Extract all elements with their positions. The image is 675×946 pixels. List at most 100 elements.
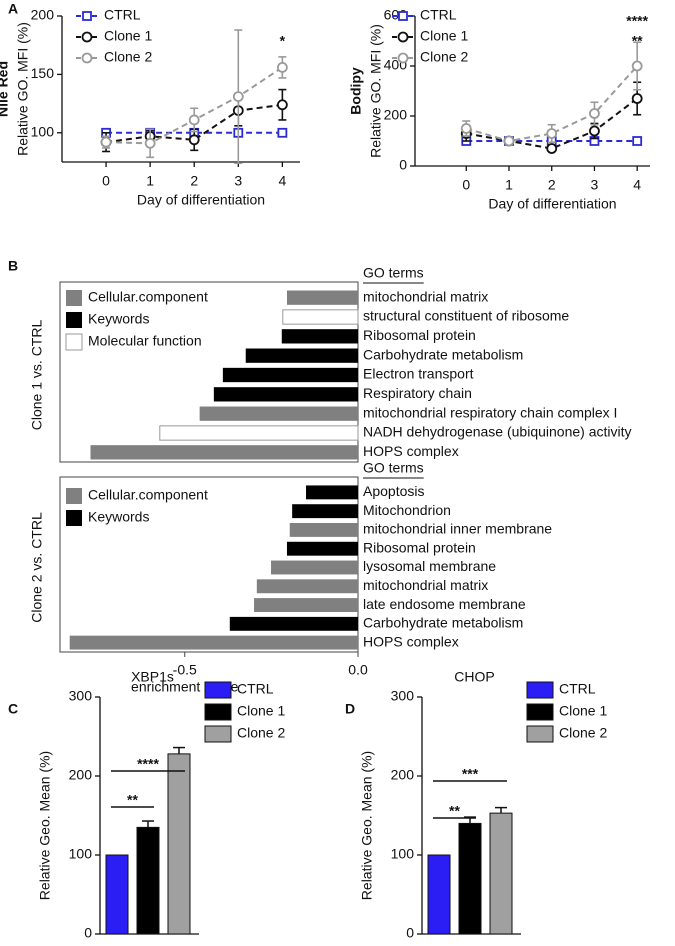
x-tick-label: 0	[462, 177, 470, 193]
legend-marker	[397, 31, 409, 43]
bar	[213, 387, 358, 402]
significance: **	[449, 803, 460, 819]
error-bar	[173, 746, 185, 754]
x-tick-label: 2	[190, 173, 198, 189]
bar	[286, 290, 358, 305]
x-tick-label: 0	[102, 173, 110, 189]
panel-letter: A	[8, 1, 18, 17]
category-label: Apoptosis	[363, 483, 424, 499]
y-tick-label: 0	[399, 157, 407, 173]
legend-label: Clone 1	[559, 703, 607, 719]
legend-swatch	[526, 703, 554, 721]
side-label: Bodipy	[348, 67, 364, 115]
x-tick-label: 1	[505, 177, 513, 193]
y-tick-label: 300	[391, 688, 415, 704]
y-axis-label: Relative GO. MFI (%)	[15, 22, 31, 156]
legend-label: CTRL	[104, 7, 141, 23]
chart-title: XBP1s	[131, 669, 174, 685]
x-tick-label: 2	[548, 177, 556, 193]
category-label: Mitochondrion	[363, 502, 451, 518]
bar	[292, 504, 358, 519]
bar	[245, 348, 358, 363]
category-label: HOPS complex	[363, 443, 459, 459]
bar	[286, 541, 358, 556]
significance: ****	[137, 756, 159, 772]
panel-letter: C	[8, 701, 18, 717]
x-tick-label: 3	[591, 177, 599, 193]
bar	[289, 522, 358, 537]
y-tick-label: 200	[31, 7, 55, 23]
y-tick-label: 0	[406, 925, 414, 941]
y-tick-label: 100	[69, 846, 93, 862]
legend-swatch	[526, 681, 554, 699]
category-label: mitochondrial matrix	[363, 577, 488, 593]
marker	[232, 91, 244, 102]
category-label: structural constituent of ribosome	[363, 308, 569, 324]
y-tick-label: 100	[31, 124, 55, 140]
y-axis-label: Clone 2 vs. CTRL	[29, 512, 45, 623]
legend-marker	[82, 11, 92, 21]
bar	[167, 753, 191, 935]
category-label: mitochondrial inner membrane	[363, 521, 552, 537]
bar	[229, 616, 358, 631]
panel-letter: B	[8, 258, 18, 274]
marker	[503, 135, 515, 147]
y-axis-label: Relative Geo. Mean (%)	[359, 751, 375, 900]
legend-marker	[81, 52, 93, 64]
significance: **	[127, 792, 138, 808]
legend-label: Clone 1	[420, 28, 468, 44]
bar	[306, 485, 358, 500]
category-label: Ribosomal protein	[363, 327, 476, 343]
x-axis-label: Day of differentiation	[488, 196, 616, 212]
legend-label: Clone 2	[104, 49, 152, 65]
x-tick-label: 4	[633, 177, 641, 193]
marker	[188, 134, 200, 146]
x-tick-label: 4	[278, 173, 286, 189]
error-bar	[495, 806, 507, 814]
marker	[589, 108, 600, 119]
bar	[222, 367, 358, 383]
y-tick-label: 200	[384, 107, 408, 123]
y-tick-label: 100	[391, 846, 415, 862]
y-tick-label: 300	[69, 688, 93, 704]
y-tick-label: 200	[391, 767, 415, 783]
category-label: Respiratory chain	[363, 385, 472, 401]
bar	[256, 579, 358, 594]
x-tick-label: 3	[234, 173, 242, 189]
marker	[144, 137, 156, 149]
series-line	[466, 97, 638, 150]
significance: ****	[626, 13, 648, 29]
bar	[271, 560, 358, 575]
legend-label: Clone 1	[104, 28, 152, 44]
legend-swatch	[66, 290, 82, 306]
bar	[136, 826, 160, 935]
bar	[159, 425, 359, 441]
bar	[458, 822, 482, 935]
legend-swatch	[204, 703, 232, 721]
marker	[546, 128, 558, 139]
column-header: GO terms	[363, 265, 424, 281]
x-axis-label: Day of differentiation	[137, 192, 265, 208]
legend-label: Clone 2	[420, 49, 468, 65]
category-label: Carbohydrate metabolism	[363, 615, 523, 631]
legend-label: Clone 1	[237, 703, 285, 719]
legend-label: Clone 2	[559, 725, 607, 741]
legend-swatch	[204, 725, 232, 743]
significance: **	[632, 33, 643, 49]
legend-marker	[398, 11, 408, 21]
significance: ***	[462, 766, 479, 782]
legend-label: Cellular.component	[88, 289, 208, 305]
y-axis-label: Relative GO. MFI (%)	[368, 24, 384, 158]
error-bar	[142, 820, 154, 828]
marker	[632, 136, 643, 146]
marker	[631, 60, 643, 72]
category-label: mitochondrial matrix	[363, 288, 488, 304]
bar	[427, 854, 451, 935]
marker	[546, 143, 558, 154]
chart-title: CHOP	[454, 669, 494, 685]
legend-label: CTRL	[420, 7, 457, 23]
legend-swatch	[65, 333, 83, 351]
y-axis-label: Clone 1 vs. CTRL	[29, 320, 45, 431]
marker	[631, 93, 643, 104]
legend-swatch	[66, 510, 82, 526]
